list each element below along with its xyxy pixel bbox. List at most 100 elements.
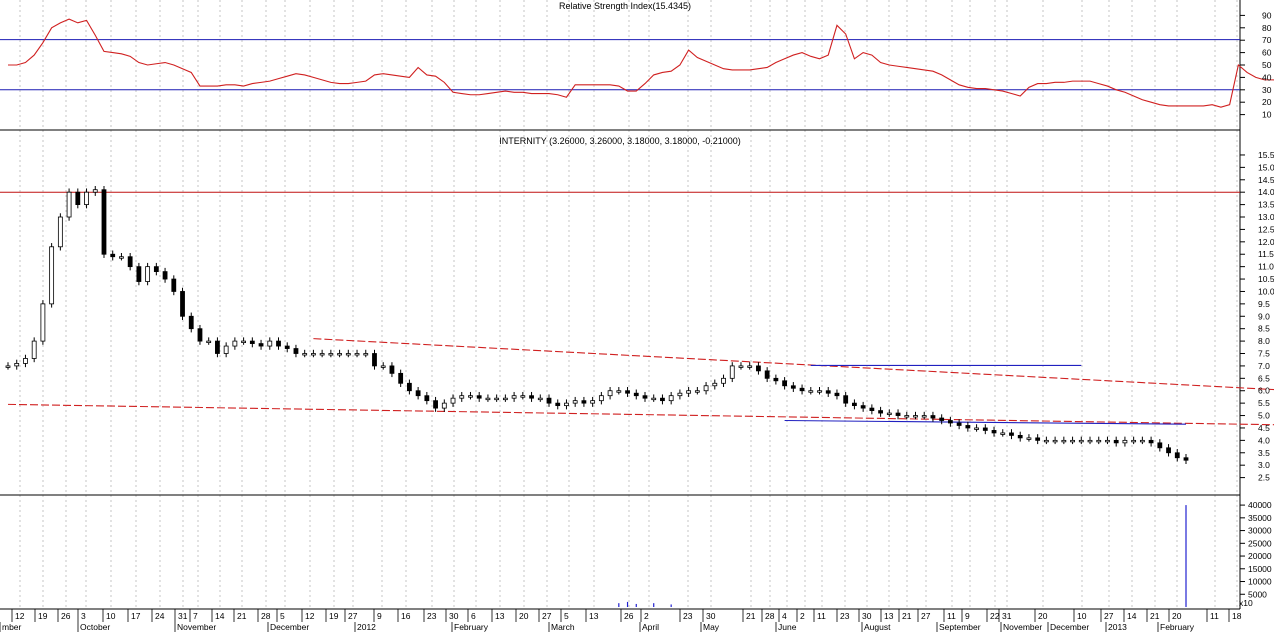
price-tick-label: 3.5 — [1258, 448, 1270, 458]
price-bar — [476, 395, 482, 399]
price-bar — [782, 380, 788, 387]
x-day-label: 19 — [38, 611, 48, 621]
x-day-label: 9 — [377, 611, 382, 621]
price-bar — [40, 303, 46, 342]
price-bar — [23, 358, 28, 364]
price-bar — [738, 365, 744, 368]
x-month-label: 2013 — [1108, 622, 1127, 632]
x-month-label: November — [177, 622, 216, 632]
price-bar — [581, 400, 587, 404]
x-day-label: 18 — [1232, 611, 1242, 621]
x-day-label: 13 — [589, 611, 599, 621]
x-month-label: February — [454, 622, 489, 632]
price-tick-label: 10.0 — [1258, 286, 1274, 296]
price-bar — [1017, 435, 1023, 439]
volume-tick-label: 30000 — [1248, 526, 1272, 536]
x-day-label: 27 — [1104, 611, 1114, 621]
x-month-label: mber — [2, 622, 22, 632]
volume-tick-label: 35000 — [1248, 513, 1272, 523]
price-bar — [1131, 439, 1137, 443]
x-month-label: April — [642, 622, 659, 632]
price-tick-label: 12.0 — [1258, 237, 1274, 247]
x-month-label: November — [1003, 622, 1042, 632]
price-bar — [345, 353, 351, 356]
x-day-label: 24 — [155, 611, 165, 621]
price-bar — [267, 340, 273, 347]
price-tick-label: 13.0 — [1258, 212, 1274, 222]
price-bar — [1035, 437, 1041, 441]
volume-tick-label: 10000 — [1248, 577, 1272, 587]
x-day-label: 11 — [947, 611, 956, 621]
price-bar — [913, 415, 918, 418]
x-day-label: 7 — [193, 611, 198, 621]
price-bar — [1043, 439, 1049, 443]
price-bar — [206, 340, 212, 343]
price-tick-label: 7.5 — [1258, 349, 1270, 359]
x-month-label: February — [1160, 622, 1195, 632]
x-day-label: 9 — [965, 611, 970, 621]
rsi-line — [8, 18, 1274, 108]
price-bar — [57, 216, 63, 248]
volume-panel: 5000 10000 15000 20000 25000 30000 35000 40000 x… — [618, 500, 1272, 608]
price-bar — [974, 427, 979, 430]
x-day-label: 14 — [1127, 611, 1137, 621]
price-bar — [904, 415, 910, 418]
price-bar — [895, 412, 901, 416]
price-bar — [188, 315, 194, 330]
price-bar — [878, 410, 883, 414]
x-day-label: 23 — [427, 611, 437, 621]
x-day-label: 27 — [348, 611, 358, 621]
price-bar — [119, 256, 124, 259]
price-bar — [956, 422, 962, 426]
price-bar — [276, 340, 281, 347]
price-bar — [223, 345, 229, 354]
x-day-label: 5 — [564, 611, 569, 621]
x-day-label: 2 — [800, 611, 805, 621]
price-bar — [162, 271, 168, 280]
x-day-label: 26 — [61, 611, 71, 621]
price-bar — [31, 340, 37, 359]
x-month-label: May — [703, 622, 720, 632]
price-bar — [415, 390, 421, 397]
price-bar — [729, 365, 735, 379]
x-day-label: 21 — [237, 611, 247, 621]
price-tick-label: 15.5 — [1258, 150, 1274, 160]
price-bar — [258, 343, 264, 347]
volume-tick-label: 40000 — [1248, 500, 1272, 510]
price-bar — [1174, 452, 1180, 459]
price-bar — [1148, 439, 1154, 444]
price-bar — [633, 392, 639, 397]
price-bar — [337, 353, 342, 356]
x-day-label: 12 — [305, 611, 315, 621]
price-tick-label: 11.0 — [1258, 262, 1274, 272]
x-day-label: 6 — [471, 611, 476, 621]
price-bar — [1009, 432, 1014, 436]
price-bar — [694, 390, 700, 393]
price-bar — [92, 189, 98, 193]
price-bar — [380, 365, 386, 368]
price-bar — [921, 415, 927, 418]
volume-tick-label: 5000 — [1248, 589, 1267, 599]
price-bar — [468, 395, 473, 398]
price-bar — [1105, 439, 1110, 443]
price-bar — [817, 390, 822, 393]
price-bar — [406, 382, 412, 392]
price-bar — [127, 256, 133, 268]
x-day-label: 20 — [1172, 611, 1182, 621]
price-bar — [459, 395, 465, 399]
x-day-label: 14 — [215, 611, 225, 621]
x-day-label: 28 — [765, 611, 775, 621]
price-bar — [616, 390, 622, 393]
price-panel: INTERNITY (3.26000, 3.26000, 3.18000, 3.… — [0, 136, 1274, 483]
price-bar — [485, 397, 491, 401]
price-bar — [66, 191, 72, 218]
rsi-title: Relative Strength Index(15.4345) — [559, 1, 691, 11]
vertical-gridlines — [19, 0, 1238, 609]
price-bar — [232, 340, 238, 347]
x-month-label: September — [939, 622, 981, 632]
x-day-label: 2 — [644, 611, 649, 621]
price-bar — [564, 402, 569, 407]
x-day-label: 30 — [862, 611, 872, 621]
price-bar — [433, 400, 438, 409]
price-bar — [1122, 439, 1128, 444]
